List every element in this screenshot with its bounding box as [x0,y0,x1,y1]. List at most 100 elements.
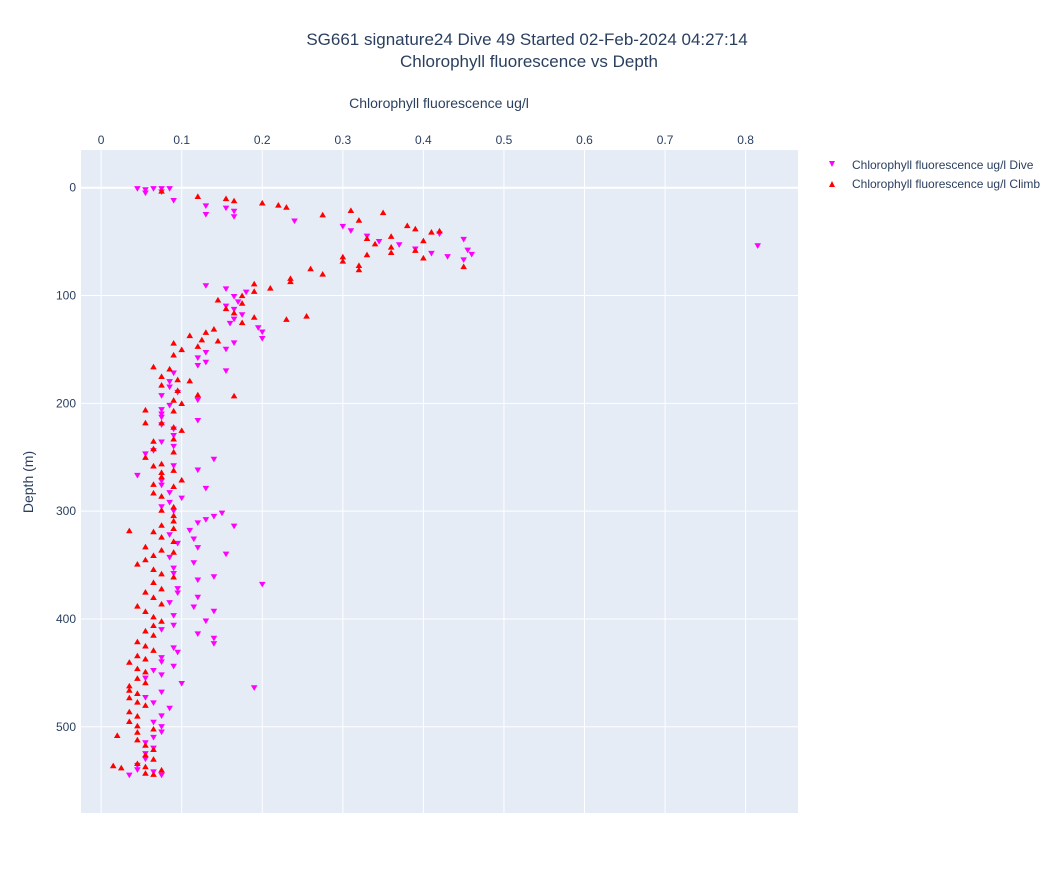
dive-point [158,439,165,446]
dive-point [158,504,165,510]
climb-point [355,266,363,273]
climb-point [150,489,157,496]
climb-point [158,522,165,528]
dive-point [238,312,246,318]
dive-point [158,659,165,666]
climb-point [134,665,141,672]
dive-point [134,186,141,192]
climb-point [158,187,165,194]
dive-point [194,362,202,369]
climb-point [158,534,165,540]
dive-point [194,467,202,474]
climb-point [142,742,149,748]
climb-point [287,278,294,285]
climb-point [303,313,310,319]
x-tick-label: 0.8 [737,133,754,147]
dive-point [134,767,141,773]
climb-point [250,288,258,294]
climb-point [126,527,133,534]
dive-point [166,705,173,712]
climb-point [134,561,141,567]
climb-point [150,613,157,620]
dive-point [258,336,266,342]
climb-point [387,249,395,256]
climb-point [202,329,210,335]
legend[interactable]: Chlorophyll fluorescence ug/l Dive Chlor… [829,158,1040,191]
dive-point [210,513,218,520]
climb-point [178,427,186,433]
climb-point [142,751,149,758]
dive-point [194,355,202,362]
dive-point [202,350,210,356]
climb-point [142,679,149,686]
climb-point [178,400,186,406]
climb-point [267,285,274,291]
climb-point [126,708,133,715]
grid-lines [81,150,798,813]
dive-point [202,517,210,523]
climb-point [275,202,282,208]
dive-point [158,655,165,661]
dive-point [242,289,250,296]
climb-point [158,373,165,380]
legend-climb-marker-icon [829,181,835,187]
climb-point [158,382,165,388]
legend-dive-marker-icon [829,161,835,167]
climb-point [158,507,165,513]
climb-point [170,525,177,532]
dive-point [222,346,230,353]
dive-point [754,243,762,249]
dive-point [230,208,238,215]
climb-point [355,217,363,223]
dive-point [428,250,435,257]
climb-point [158,469,165,475]
climb-point [134,713,141,719]
climb-point [158,460,165,467]
climb-point [150,363,157,370]
climb-point [170,573,177,580]
legend-item-climb[interactable]: Chlorophyll fluorescence ug/l Climb [829,177,1040,191]
climb-point [134,729,141,735]
plot-area[interactable] [81,150,798,813]
dive-point [222,551,230,558]
climb-point [150,771,157,777]
dive-point [170,508,177,515]
climb-point [403,222,411,229]
dive-point [158,393,165,399]
dive-point [230,306,238,313]
x-axis-title: Chlorophyll fluorescence ug/l [349,95,529,111]
dive-point [142,190,149,197]
dive-point [170,198,177,204]
climb-point [134,675,141,681]
dive-point [174,590,181,597]
dive-point [150,186,157,192]
climb-point [214,337,222,344]
x-tick-label: 0.7 [657,133,674,147]
climb-point [150,622,157,629]
dive-point [230,293,238,300]
dive-point [222,286,230,293]
climb-point [170,483,177,489]
dive-point [464,247,471,254]
dive-point [158,627,165,633]
x-tick-label: 0 [98,133,105,147]
climb-point [142,589,149,595]
y-tick-label: 400 [56,612,76,626]
dive-point [158,772,165,779]
dive-point [230,340,238,346]
dive-point [174,649,181,656]
dive-point [194,594,202,601]
climb-point [363,235,371,242]
dive-point [210,456,218,463]
climb-point [158,493,165,499]
dive-point [150,668,157,674]
legend-item-dive[interactable]: Chlorophyll fluorescence ug/l Dive [829,158,1034,172]
climb-point [412,225,419,232]
dive-point [258,329,266,336]
climb-point [126,718,133,725]
dive-point [174,540,181,547]
climb-point [198,336,206,343]
climb-point [174,387,181,394]
dive-point [194,520,202,526]
x-tick-labels: 0 0.1 0.2 0.3 0.4 0.5 0.6 0.7 0.8 [98,133,755,147]
